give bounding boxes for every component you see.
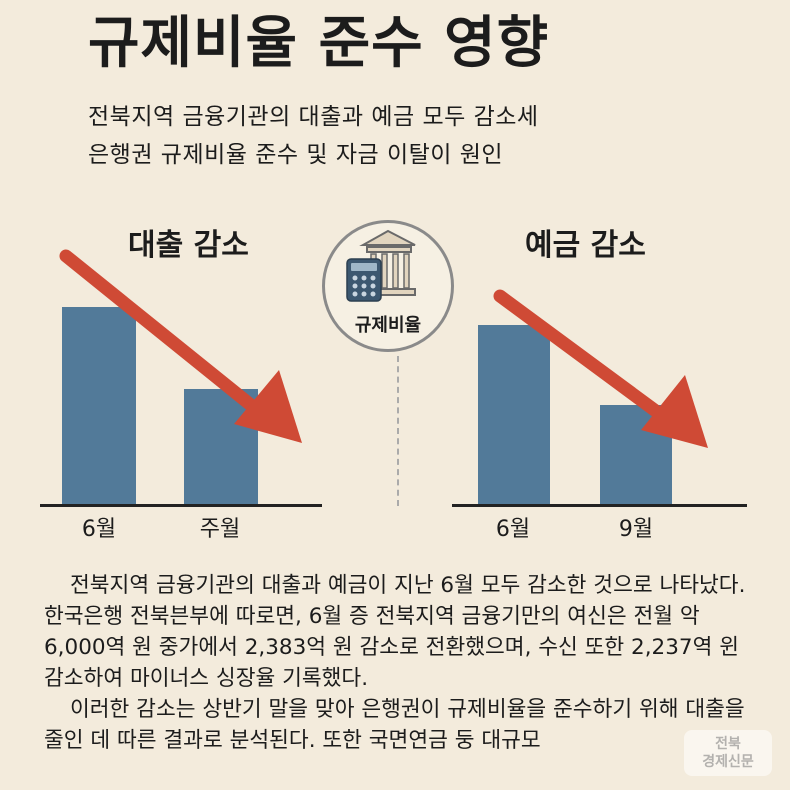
page-title: 규제비율 준수 영향 [88,11,550,76]
deposit-tick-september: 9월 [618,517,654,542]
deposit-tick-june: 6월 [495,517,531,542]
badge-label: 규제비율 [354,315,422,336]
loan-chart-title: 대출 감소 [128,228,249,263]
badge-icons [346,229,416,302]
loan-tick-second: 주월 [199,517,241,542]
deposit-chart-title: 예금 감소 [525,228,646,263]
article-paragraph-1: 전북지역 금융기관의 대출과 예금이 지난 6월 모두 감소한 것으로 나타났다… [44,573,746,691]
loan-chart-baseline [40,504,322,507]
center-divider [397,356,399,506]
deposit-bar-june [478,325,550,504]
article-body: 전북지역 금융기관의 대출과 예금이 지난 6월 모두 감소한 것으로 나타났다… [44,570,764,756]
loan-tick-june: 6월 [81,517,117,542]
subtitle-line-1: 전북지역 금융기관의 대출과 예금 모두 감소세 [88,104,539,130]
deposit-down-arrow-icon [493,289,708,448]
regulation-ratio-badge: 규제비율 [322,220,454,352]
loan-bar-june [62,307,136,504]
watermark-line-2: 경제신문 [702,754,754,770]
subtitle-line-2: 은행권 규제비율 준수 및 자금 이탈이 원인 [88,142,504,168]
loan-down-arrow-icon [59,249,302,443]
publisher-watermark: 전북 경제신문 [684,730,772,776]
deposit-chart-baseline [452,504,747,507]
watermark-line-1: 전북 [715,736,741,752]
article-paragraph-2: 이러한 감소는 상반기 말을 맞아 은행권이 규제비율을 준수하기 위해 대출을… [44,697,745,753]
calculator-icon [346,258,382,302]
